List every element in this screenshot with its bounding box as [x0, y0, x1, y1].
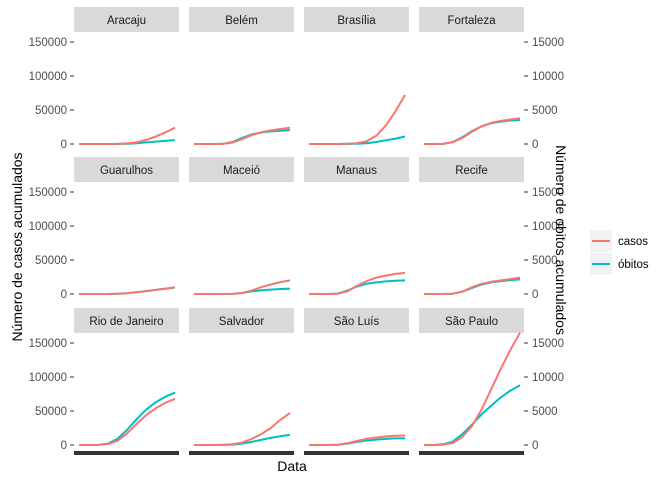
series-line-obitos [309, 279, 406, 295]
series-line-casos [194, 126, 291, 145]
facet-panels: Aracaju Belém Brasília Fortaleza Guarulhos Ma… [74, 7, 524, 446]
facet-strip [304, 7, 409, 32]
panel-rio-de-janeiro: Rio de Janeiro [74, 308, 179, 446]
series-line-obitos [424, 384, 521, 446]
legend-label-obitos: óbitos [618, 259, 649, 271]
panel-brasília: Brasília [304, 7, 409, 145]
panel-salvador: Salvador [189, 308, 294, 446]
facet-strip [189, 7, 294, 32]
panel-recife: Recife [419, 157, 524, 295]
x-axis-date-ticks [74, 451, 524, 455]
x-axis-ticks-band [189, 451, 294, 455]
left-tick-label: 100000 [29, 372, 67, 384]
left-tick-label: 150000 [29, 187, 67, 199]
panel-aracaju: Aracaju [74, 7, 179, 145]
facet-strip [74, 7, 179, 32]
facet-label: São Luís [334, 316, 380, 328]
left-tick-label: 150000 [29, 37, 67, 49]
right-tick-label: 10000 [532, 71, 564, 83]
series-line-casos [79, 286, 176, 295]
facet-strip [419, 157, 524, 182]
series-line-casos [309, 271, 406, 295]
right-tick-label: 0 [532, 440, 538, 452]
left-tick-label: 0 [61, 440, 67, 452]
y-axis-right-title: Número de obitos acumulados [553, 145, 569, 335]
right-tick-label: 15000 [532, 37, 564, 49]
left-tick-label: 150000 [29, 338, 67, 350]
series-line-casos [424, 276, 521, 295]
series-line-casos [79, 126, 176, 145]
facet-label: São Paulo [445, 316, 498, 328]
left-tick-label: 100000 [29, 71, 67, 83]
right-tick-label: 5000 [532, 255, 558, 267]
facet-strip [419, 308, 524, 333]
series-line-obitos [194, 129, 291, 145]
right-tick-label: 5000 [532, 105, 558, 117]
panel-são-luís: São Luís [304, 308, 409, 446]
series-line-casos [79, 397, 176, 446]
left-tick-label: 50000 [35, 105, 67, 117]
facet-label: Aracaju [107, 15, 146, 27]
panel-guarulhos: Guarulhos [74, 157, 179, 295]
right-tick-label: 15000 [532, 338, 564, 350]
right-tick-label: 10000 [532, 372, 564, 384]
left-tick-label: 100000 [29, 221, 67, 233]
series-line-casos [309, 94, 406, 145]
facet-label: Rio de Janeiro [89, 316, 163, 328]
series-line-casos [309, 434, 406, 446]
y-axis-title: Número de casos acumulados [9, 152, 25, 341]
right-y-axis: 0 5000 10000 15000 0 5000 10000 15000 0 5000 10000… [524, 37, 564, 452]
panel-fortaleza: Fortaleza [419, 7, 524, 145]
right-tick-label: 10000 [532, 221, 564, 233]
panel-são-paulo: São Paulo [419, 308, 524, 446]
facet-strip [74, 157, 179, 182]
series-line-obitos [79, 391, 176, 446]
panel-maceió: Maceió [189, 157, 294, 295]
facet-strip [304, 157, 409, 182]
facet-strip [304, 308, 409, 333]
facet-label: Maceió [223, 165, 260, 177]
facet-label: Fortaleza [448, 15, 497, 27]
legend: casos óbitos [590, 230, 649, 275]
series-line-casos [424, 332, 521, 446]
panel-belém: Belém [189, 7, 294, 145]
left-tick-label: 0 [61, 289, 67, 301]
right-tick-label: 0 [532, 139, 538, 151]
facet-label: Brasília [337, 15, 376, 27]
left-tick-label: 0 [61, 139, 67, 151]
series-line-casos [194, 412, 291, 446]
facet-strip [189, 308, 294, 333]
left-tick-label: 50000 [35, 255, 67, 267]
legend-label-casos: casos [618, 236, 648, 248]
x-axis-ticks-band [419, 451, 524, 455]
left-y-axis: 0 50000 100000 150000 0 50000 100000 150000 0 500… [29, 37, 74, 452]
right-tick-label: 15000 [532, 187, 564, 199]
x-axis-title: Data [277, 458, 307, 474]
x-axis-ticks-band [304, 451, 409, 455]
series-line-casos [424, 117, 521, 145]
x-axis-ticks-band [74, 451, 179, 455]
series-line-casos [194, 279, 291, 295]
right-tick-label: 0 [532, 289, 538, 301]
left-tick-label: 50000 [35, 406, 67, 418]
facet-label: Manaus [336, 165, 377, 177]
facet-strip [74, 308, 179, 333]
right-tick-label: 5000 [532, 406, 558, 418]
facet-label: Salvador [219, 316, 265, 328]
panel-manaus: Manaus [304, 157, 409, 295]
facet-label: Belém [225, 15, 258, 27]
facet-strip [419, 7, 524, 32]
facet-label: Guarulhos [100, 165, 153, 177]
facet-strip [189, 157, 294, 182]
facet-label: Recife [455, 165, 488, 177]
